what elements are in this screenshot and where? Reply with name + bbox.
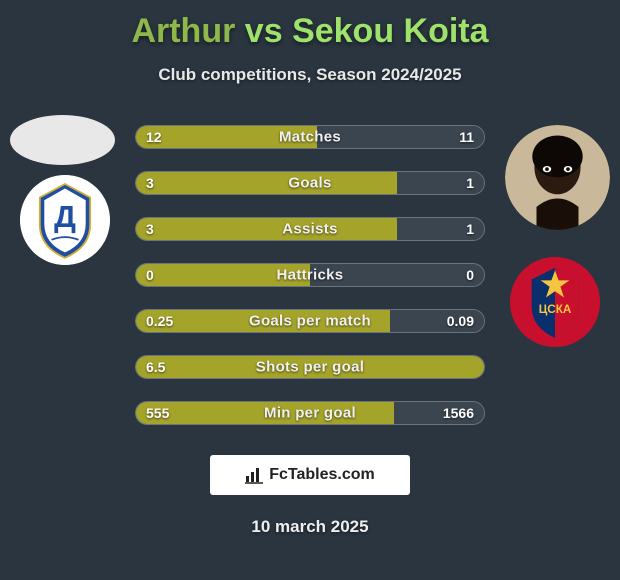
svg-text:Д: Д bbox=[54, 200, 76, 234]
stat-value-left: 6.5 bbox=[146, 359, 165, 375]
stat-row: 0.25 Goals per match 0.09 bbox=[135, 309, 485, 333]
player-right-avatar bbox=[505, 125, 610, 230]
stat-label: Matches bbox=[279, 129, 341, 146]
player-left-avatar bbox=[10, 115, 115, 165]
stat-label: Assists bbox=[282, 221, 337, 238]
club-left-badge: Д bbox=[20, 175, 110, 265]
bar-chart-icon bbox=[245, 466, 263, 484]
stat-value-left: 3 bbox=[146, 221, 154, 237]
stat-fill-left bbox=[136, 218, 397, 240]
player-right-name: Sekou Koita bbox=[292, 12, 488, 50]
stat-label: Hattricks bbox=[277, 267, 344, 284]
stat-row: 3 Assists 1 bbox=[135, 217, 485, 241]
stat-value-right: 0 bbox=[466, 267, 474, 283]
stat-label: Shots per goal bbox=[256, 359, 364, 376]
stat-label: Min per goal bbox=[264, 405, 356, 422]
fctables-brand[interactable]: FcTables.com bbox=[210, 455, 410, 495]
stat-label: Goals bbox=[288, 175, 331, 192]
date-label: 10 march 2025 bbox=[0, 517, 620, 537]
club-right-badge: ЦСКА bbox=[510, 257, 600, 347]
stat-value-left: 12 bbox=[146, 129, 162, 145]
stat-row: 12 Matches 11 bbox=[135, 125, 485, 149]
svg-text:ЦСКА: ЦСКА bbox=[539, 303, 572, 316]
stat-value-left: 3 bbox=[146, 175, 154, 191]
comparison-title: Arthur vs Sekou Koita bbox=[0, 0, 620, 51]
player-silhouette-icon bbox=[505, 125, 610, 230]
season-subtitle: Club competitions, Season 2024/2025 bbox=[0, 65, 620, 85]
cska-badge-icon: ЦСКА bbox=[510, 257, 600, 347]
stat-fill-left bbox=[136, 172, 397, 194]
stat-value-left: 0.25 bbox=[146, 313, 173, 329]
player-left-name: Arthur bbox=[131, 12, 235, 50]
stat-value-right: 0.09 bbox=[447, 313, 474, 329]
stat-value-right: 1 bbox=[466, 175, 474, 191]
stat-row: 555 Min per goal 1566 bbox=[135, 401, 485, 425]
brand-label: FcTables.com bbox=[269, 466, 375, 484]
stat-label: Goals per match bbox=[249, 313, 371, 330]
stat-value-right: 11 bbox=[459, 129, 474, 145]
stat-row: 6.5 Shots per goal bbox=[135, 355, 485, 379]
stat-row: 0 Hattricks 0 bbox=[135, 263, 485, 287]
stats-bars-container: 12 Matches 11 3 Goals 1 3 Assists 1 0 Hattricks 0 0.… bbox=[135, 125, 485, 425]
vs-label: vs bbox=[245, 12, 283, 50]
stat-value-right: 1566 bbox=[443, 405, 474, 421]
stat-value-left: 0 bbox=[146, 267, 154, 283]
stat-value-left: 555 bbox=[146, 405, 169, 421]
stat-value-right: 1 bbox=[466, 221, 474, 237]
stat-row: 3 Goals 1 bbox=[135, 171, 485, 195]
dynamo-badge-icon: Д bbox=[20, 175, 110, 265]
